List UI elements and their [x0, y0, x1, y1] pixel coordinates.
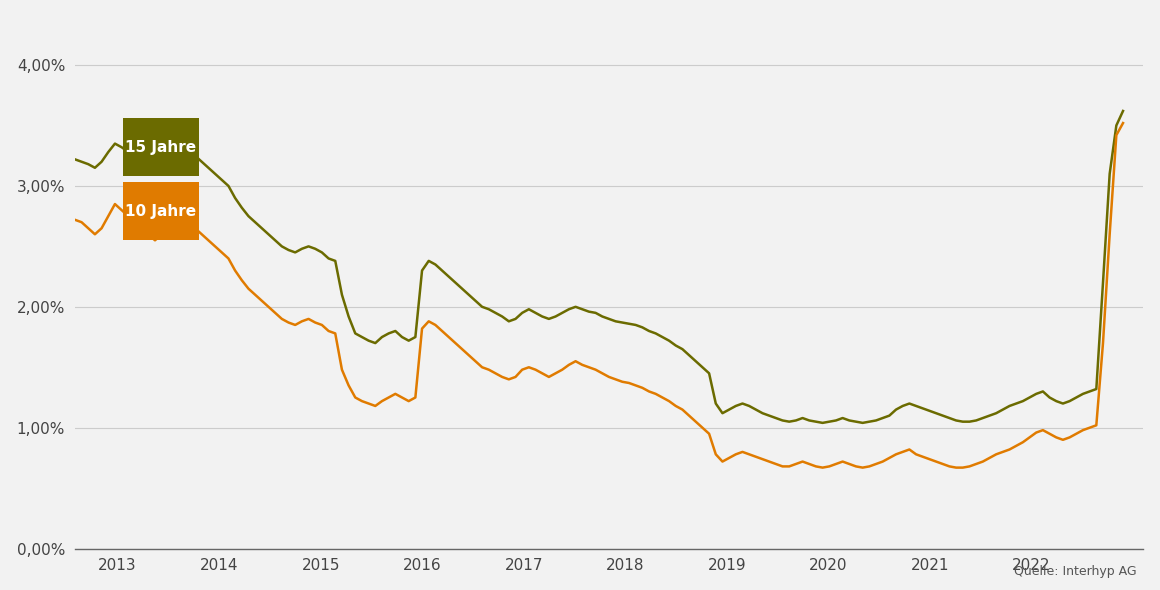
FancyBboxPatch shape [123, 182, 198, 240]
Text: 10 Jahre: 10 Jahre [125, 204, 196, 219]
Text: 15 Jahre: 15 Jahre [125, 140, 196, 155]
FancyBboxPatch shape [123, 118, 198, 176]
Text: Quelle: Interhyp AG: Quelle: Interhyp AG [1014, 565, 1137, 578]
